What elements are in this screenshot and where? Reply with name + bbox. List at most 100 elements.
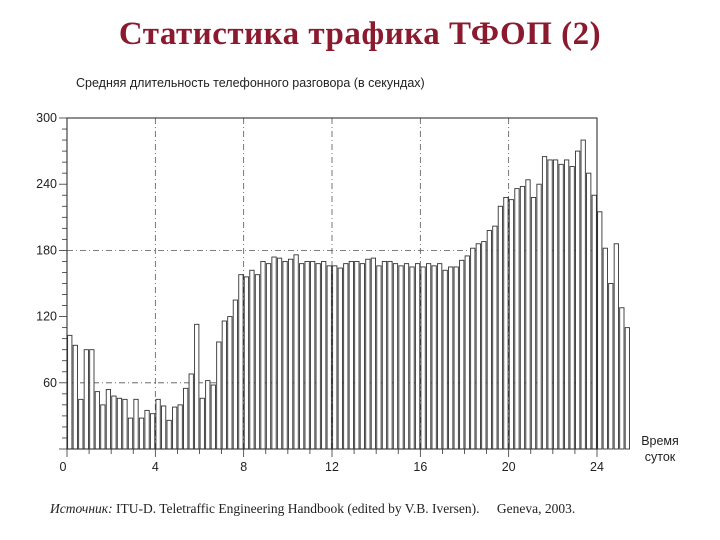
bar <box>525 179 531 450</box>
bar <box>442 269 448 450</box>
bar <box>287 258 294 450</box>
bar <box>216 341 222 450</box>
source-prefix: Источник: <box>50 501 113 516</box>
bar <box>547 159 553 450</box>
bar <box>398 265 404 450</box>
bar <box>613 243 619 450</box>
bar <box>459 259 465 450</box>
bar <box>519 185 526 450</box>
bar <box>144 409 150 450</box>
bar <box>210 384 216 450</box>
bar <box>188 373 194 450</box>
bar <box>271 256 277 450</box>
bar <box>260 260 266 450</box>
bar <box>586 172 592 450</box>
bar <box>293 254 299 450</box>
bar <box>552 159 559 450</box>
y-tick-labels: 60 120 180 240 300 <box>36 111 57 390</box>
bar <box>602 247 608 450</box>
bar <box>100 404 106 450</box>
bar <box>105 388 112 450</box>
y-tick-label: 240 <box>36 177 57 191</box>
bar <box>161 405 167 450</box>
bar <box>111 395 117 450</box>
y-tick-label: 60 <box>43 376 57 390</box>
bar <box>564 159 570 450</box>
bar <box>470 247 476 450</box>
bar <box>232 299 238 450</box>
bar <box>420 266 426 450</box>
x-tick-label: 16 <box>413 460 427 474</box>
bar <box>381 260 388 450</box>
x-axis-label-line-2: суток <box>644 450 676 464</box>
bar <box>387 260 393 450</box>
x-tick-label: 8 <box>240 460 247 474</box>
bar <box>448 266 454 450</box>
y-tick-label: 300 <box>36 111 57 125</box>
bar <box>343 263 349 450</box>
bar <box>403 263 410 450</box>
bar <box>354 260 360 450</box>
bar <box>492 225 498 450</box>
axes <box>59 117 598 457</box>
source-text: ITU-D. Teletraffic Engineering Handbook … <box>115 501 480 516</box>
bar <box>83 349 89 450</box>
bar <box>265 263 272 450</box>
bar <box>304 260 310 450</box>
bar <box>597 211 603 450</box>
bar <box>453 266 459 450</box>
bar <box>299 263 305 450</box>
bar <box>624 327 630 450</box>
slide-title: Статистика трафика ТФОП (2) <box>118 16 602 52</box>
bar <box>536 183 542 450</box>
bar <box>575 150 581 450</box>
bar <box>282 260 288 450</box>
y-axis-label: Средняя длительность телефонного разгово… <box>76 76 425 90</box>
bar <box>365 258 371 450</box>
bar <box>431 265 437 450</box>
bar <box>238 274 244 450</box>
y-tick-label: 120 <box>36 310 57 324</box>
x-axis-label-line-1: Время <box>641 434 679 448</box>
bar <box>414 263 421 450</box>
bar <box>326 265 332 450</box>
bar <box>481 241 487 450</box>
x-tick-label: 0 <box>60 460 67 474</box>
x-tick-label: 24 <box>590 460 604 474</box>
x-tick-label: 12 <box>325 460 339 474</box>
bar <box>486 230 492 450</box>
bar <box>580 139 586 450</box>
bar <box>558 163 564 450</box>
bar <box>254 274 261 450</box>
bar <box>122 398 128 450</box>
bar <box>503 196 509 450</box>
bar <box>376 265 382 450</box>
bar <box>392 263 399 450</box>
bar <box>116 397 123 450</box>
bar <box>409 266 415 450</box>
bar <box>243 276 250 450</box>
bar <box>569 166 575 450</box>
bar <box>67 334 73 450</box>
bar <box>321 260 327 450</box>
bars <box>67 139 630 450</box>
bar <box>183 387 189 450</box>
bar <box>497 205 503 450</box>
bar <box>464 255 470 450</box>
source-citation: Источник: ITU-D. Teletraffic Engineering… <box>50 501 670 517</box>
bar <box>155 398 161 450</box>
bar <box>249 269 255 450</box>
bar <box>530 196 537 450</box>
bar <box>227 316 233 450</box>
bar <box>276 257 283 450</box>
bar <box>514 188 520 450</box>
bar <box>94 391 100 450</box>
y-tick-label: 180 <box>36 243 57 257</box>
bar <box>619 307 625 450</box>
bar <box>72 344 78 450</box>
x-tick-label: 20 <box>502 460 516 474</box>
bar <box>310 260 316 450</box>
bar <box>133 398 139 450</box>
bar <box>89 349 95 450</box>
bar <box>149 413 156 450</box>
